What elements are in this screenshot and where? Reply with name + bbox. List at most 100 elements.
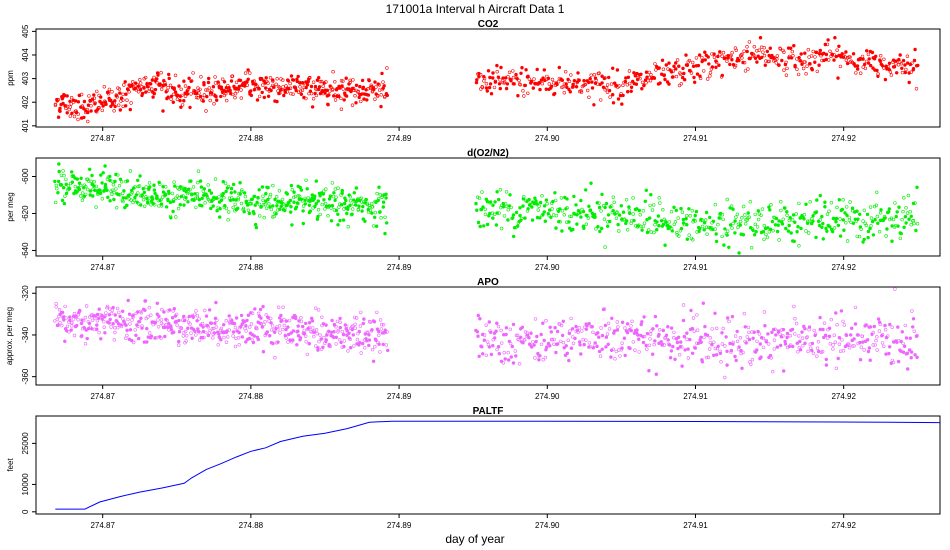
data-point	[167, 72, 171, 77]
data-point	[254, 225, 259, 230]
data-point	[236, 336, 241, 340]
data-point	[334, 325, 338, 329]
data-point	[362, 317, 366, 321]
data-point	[269, 316, 273, 321]
data-point	[345, 329, 349, 333]
data-point	[203, 201, 207, 205]
data-point	[541, 212, 545, 217]
data-point	[364, 198, 368, 202]
data-point	[107, 87, 112, 92]
data-point	[153, 191, 157, 196]
data-point	[887, 351, 891, 356]
data-point	[755, 48, 759, 53]
data-point	[83, 192, 88, 197]
data-point	[517, 362, 522, 366]
data-point	[617, 213, 622, 217]
data-point	[600, 333, 605, 338]
data-point	[750, 358, 755, 362]
data-point	[869, 224, 873, 228]
data-point	[256, 311, 261, 315]
data-point	[379, 216, 383, 220]
data-point	[58, 321, 62, 325]
data-point	[504, 332, 508, 337]
data-point	[218, 215, 222, 219]
data-point	[597, 201, 601, 205]
data-point	[618, 354, 622, 358]
data-point	[619, 91, 623, 96]
data-point	[629, 328, 633, 333]
data-point	[497, 82, 502, 86]
data-point	[526, 207, 530, 211]
data-point	[692, 80, 697, 85]
data-point	[323, 207, 327, 211]
data-point	[699, 335, 703, 339]
data-point	[532, 343, 536, 347]
data-point	[533, 196, 537, 200]
data-point	[716, 222, 720, 227]
data-point	[541, 321, 545, 325]
data-point	[908, 210, 912, 214]
data-point	[681, 66, 685, 71]
data-point	[738, 336, 743, 340]
data-point	[757, 48, 761, 52]
data-point	[74, 315, 78, 319]
data-point	[475, 78, 479, 82]
data-point	[694, 209, 699, 214]
data-point	[798, 339, 802, 344]
data-point	[68, 315, 72, 319]
data-point	[600, 74, 604, 78]
data-point	[155, 336, 159, 340]
data-point	[731, 207, 735, 211]
data-point	[834, 220, 838, 224]
data-point	[899, 339, 903, 344]
data-point	[586, 216, 590, 220]
data-point	[691, 64, 696, 69]
data-point	[648, 203, 652, 208]
data-point	[605, 224, 610, 228]
data-point	[896, 359, 901, 364]
data-point	[187, 314, 192, 319]
data-point	[340, 84, 344, 88]
data-point	[790, 49, 794, 54]
data-point	[281, 305, 285, 309]
data-point	[313, 84, 318, 89]
data-point	[683, 348, 687, 352]
data-point	[136, 178, 140, 183]
data-point	[81, 318, 86, 323]
data-point	[790, 327, 795, 332]
data-point	[295, 77, 299, 82]
x-tick-label: 274.89	[387, 134, 412, 143]
data-point	[207, 86, 212, 90]
data-point	[227, 210, 231, 214]
data-point	[910, 61, 914, 65]
data-point	[830, 229, 835, 234]
data-point	[279, 313, 283, 318]
data-point	[522, 195, 526, 199]
data-point	[645, 331, 650, 336]
data-point	[356, 89, 360, 94]
data-point	[582, 226, 586, 231]
data-point	[778, 332, 782, 336]
data-point	[157, 180, 161, 185]
data-point	[337, 94, 341, 99]
data-point	[632, 218, 636, 223]
data-point	[116, 173, 120, 177]
data-point	[161, 109, 165, 113]
data-point	[338, 218, 342, 223]
data-point	[578, 343, 582, 347]
data-point	[775, 345, 780, 349]
data-point	[619, 204, 623, 208]
data-point	[688, 214, 692, 218]
data-point	[498, 86, 502, 91]
data-point	[605, 83, 610, 87]
data-point	[649, 230, 653, 234]
data-point	[600, 347, 604, 351]
data-point	[620, 102, 624, 106]
data-point	[904, 67, 908, 72]
data-point	[559, 196, 564, 200]
data-point	[162, 310, 166, 314]
data-point	[197, 338, 202, 342]
data-point	[870, 219, 875, 224]
data-point	[311, 80, 316, 84]
data-point	[506, 218, 510, 222]
